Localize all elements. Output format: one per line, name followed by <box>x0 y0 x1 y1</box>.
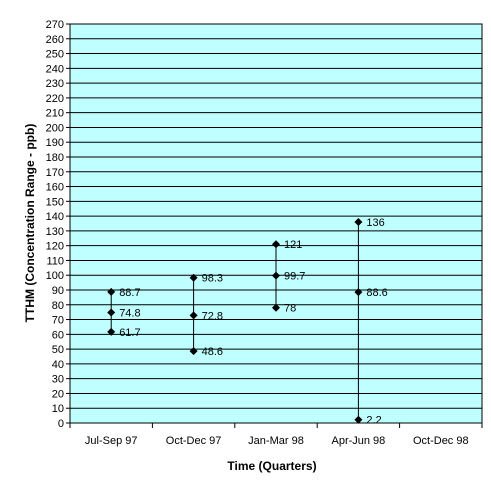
x-tick-label: Jan-Mar 98 <box>248 435 304 447</box>
data-label: 61.7 <box>119 327 140 339</box>
data-point <box>107 287 116 296</box>
y-tick-label: 240 <box>46 63 64 75</box>
y-tick-label: 0 <box>58 418 64 430</box>
y-tick-label: 250 <box>46 49 64 61</box>
y-tick-label: 40 <box>52 359 64 371</box>
y-tick-label: 160 <box>46 182 64 194</box>
data-label: 88.6 <box>366 287 387 299</box>
data-label: 99.7 <box>284 271 305 283</box>
data-point <box>354 288 363 297</box>
x-tick-label: Jul-Sep 97 <box>85 435 138 447</box>
y-tick-label: 210 <box>46 108 64 120</box>
data-point <box>189 311 198 320</box>
data-point <box>189 273 198 282</box>
data-label: 74.8 <box>119 307 140 319</box>
data-label: 48.6 <box>202 346 223 358</box>
data-label: 88.7 <box>119 287 140 299</box>
data-point <box>354 218 363 227</box>
data-point <box>107 308 116 317</box>
y-tick-label: 30 <box>52 374 64 386</box>
data-label: 136 <box>366 217 384 229</box>
data-label: 121 <box>284 239 302 251</box>
y-tick-label: 200 <box>46 122 64 134</box>
y-tick-label: 170 <box>46 167 64 179</box>
y-tick-label: 70 <box>52 315 64 327</box>
y-tick-label: 20 <box>52 388 64 400</box>
y-tick-label: 80 <box>52 300 64 312</box>
x-axis-title: Time (Quarters) <box>227 459 316 473</box>
x-tick-label: Oct-Dec 98 <box>413 435 469 447</box>
data-label: 72.8 <box>202 310 223 322</box>
y-tick-label: 90 <box>52 285 64 297</box>
data-point <box>189 347 198 356</box>
y-tick-label: 120 <box>46 241 64 253</box>
y-tick-label: 50 <box>52 344 64 356</box>
y-tick-label: 270 <box>46 19 64 31</box>
data-label: 2.2 <box>366 415 381 427</box>
data-point <box>272 240 280 249</box>
plot-area <box>69 23 483 424</box>
x-tick-label: Apr-Jun 98 <box>331 435 385 447</box>
y-tick-label: 110 <box>46 255 64 267</box>
data-point <box>272 303 280 312</box>
y-tick-label: 60 <box>52 329 64 341</box>
y-tick-label: 180 <box>46 152 64 164</box>
y-tick-label: 100 <box>46 270 64 282</box>
y-tick-label: 10 <box>52 403 64 415</box>
y-axis-title: TTHM (Concentration Range - ppb) <box>23 124 37 323</box>
data-point <box>272 271 280 280</box>
data-label: 98.3 <box>202 273 223 285</box>
data-label: 78 <box>284 303 296 315</box>
data-point <box>354 415 363 424</box>
y-tick-label: 260 <box>46 34 64 46</box>
y-tick-label: 220 <box>46 93 64 105</box>
x-tick-label: Oct-Dec 97 <box>166 435 222 447</box>
y-tick-label: 150 <box>46 196 64 208</box>
y-tick-label: 190 <box>46 137 64 149</box>
y-tick-label: 140 <box>46 211 64 223</box>
data-point <box>107 327 116 336</box>
y-tick-label: 230 <box>46 78 64 90</box>
y-tick-label: 130 <box>46 226 64 238</box>
